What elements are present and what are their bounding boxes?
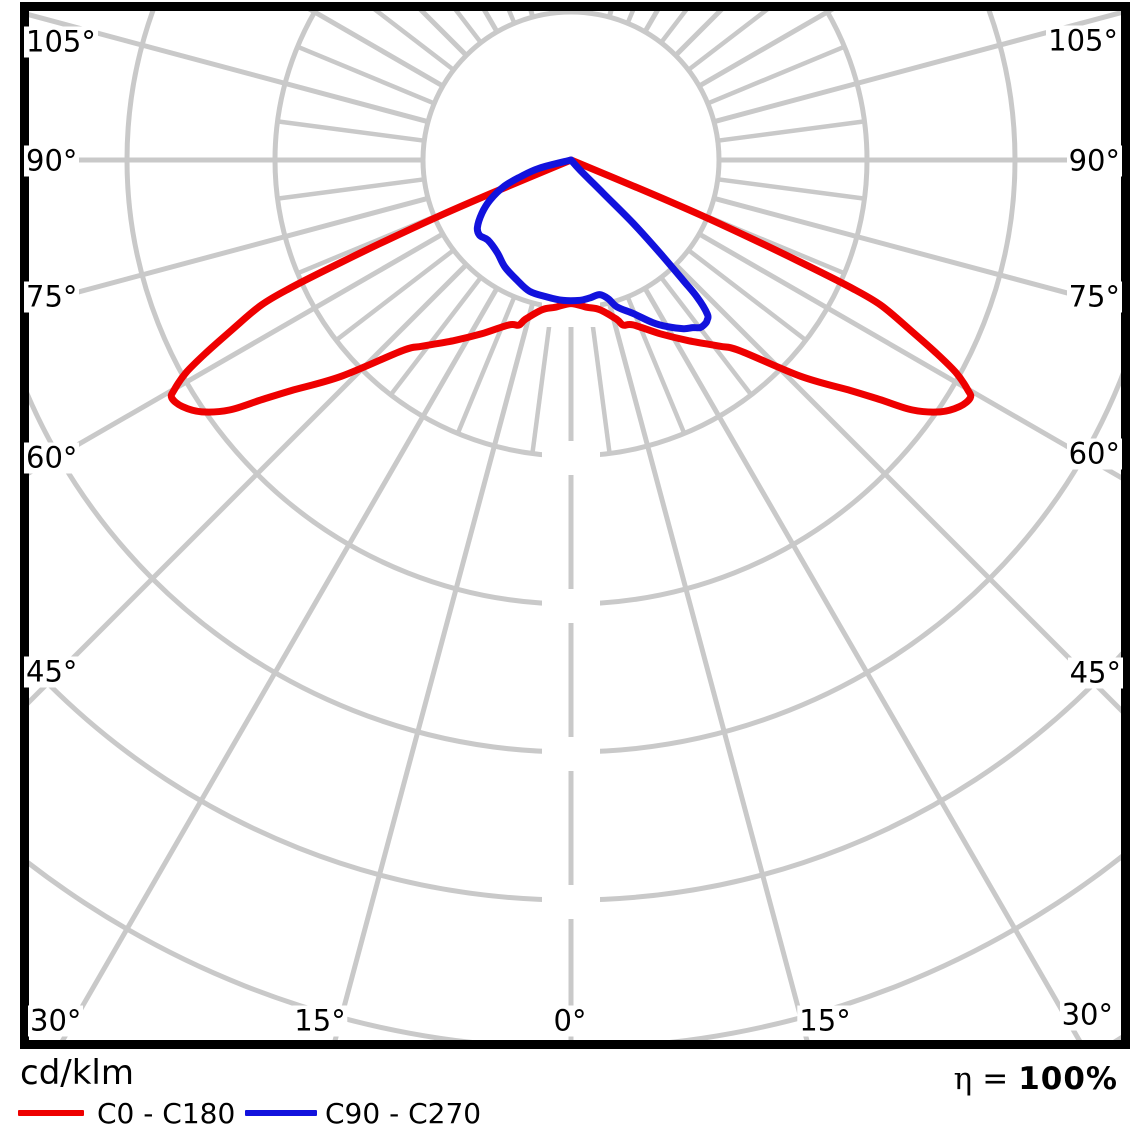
radial-unit-label: cd/klm (20, 1053, 134, 1093)
angle-label: 75° (1066, 279, 1122, 314)
grid-minor-radial (717, 119, 865, 143)
grid-minor-radial (334, 248, 455, 342)
legend-swatch-c90-c270 (245, 1110, 317, 1116)
grid-minor-radial (530, 306, 554, 454)
grid-major-radial (29, 195, 429, 308)
grid-major-radial (713, 195, 1121, 310)
grid-minor-radial (659, 11, 689, 44)
grid-major-radial (29, 231, 445, 476)
efficiency-readout: η = 100% (954, 1064, 1118, 1095)
angle-label: 105° (24, 24, 98, 59)
legend-label-c90-c270: C90 - C270 (325, 1097, 482, 1130)
grid-minor-radial (588, 306, 612, 454)
curve-c90-c270 (473, 156, 712, 333)
grid-major-radial (60, 286, 500, 1040)
eta-symbol: η (953, 1061, 973, 1097)
grid-major-radial (332, 302, 536, 1040)
grid-major-radial (697, 231, 1121, 481)
ring-label-box (542, 737, 600, 771)
angle-label: 30° (1059, 997, 1115, 1032)
grid-major-radial (606, 302, 810, 1040)
angle-label: 30° (28, 1003, 84, 1038)
eta-value: 100% (1018, 1061, 1118, 1097)
grid-minor-radial (455, 295, 517, 435)
grid-minor-radial (453, 11, 483, 44)
grid-minor-radial (659, 276, 753, 397)
ring-label-box (542, 885, 600, 919)
grid-major-radial (673, 262, 1121, 714)
grid-minor-radial (373, 11, 455, 72)
grid-major-radial (713, 11, 1121, 125)
grid-minor-radial (687, 248, 808, 342)
angle-label: 105° (1046, 23, 1120, 58)
angle-label: 75° (24, 279, 80, 314)
grid-minor-radial (277, 119, 425, 143)
plot-frame (20, 2, 1130, 1049)
angle-label: 15° (292, 1003, 348, 1038)
grid-major-radial (29, 12, 429, 125)
grid-major-radial (29, 262, 469, 706)
legend-swatch-c0-c180 (18, 1110, 84, 1116)
legend-label-c0-c180: C0 - C180 (97, 1097, 236, 1130)
angle-label: 0° (551, 1003, 589, 1038)
grid-major-radial (642, 286, 1082, 1040)
angle-label: 60° (24, 440, 80, 475)
ring-label-box (542, 589, 600, 623)
angle-label: 45° (1067, 655, 1123, 690)
angle-label: 15° (797, 1003, 853, 1038)
grid-minor-radial (389, 276, 483, 397)
angle-label: 90° (1066, 143, 1122, 178)
ring-label-box (542, 441, 600, 475)
angle-label: 45° (24, 654, 80, 689)
grid-minor-radial (277, 177, 425, 201)
grid-minor-radial (296, 44, 436, 106)
angle-label: 90° (24, 143, 80, 178)
grid-minor-radial (717, 177, 865, 201)
grid-minor-radial (625, 295, 687, 435)
grid-minor-radial (687, 11, 769, 72)
angle-label: 60° (1066, 436, 1122, 471)
eta-equals: = (982, 1061, 1009, 1097)
grid-minor-radial (706, 44, 846, 106)
